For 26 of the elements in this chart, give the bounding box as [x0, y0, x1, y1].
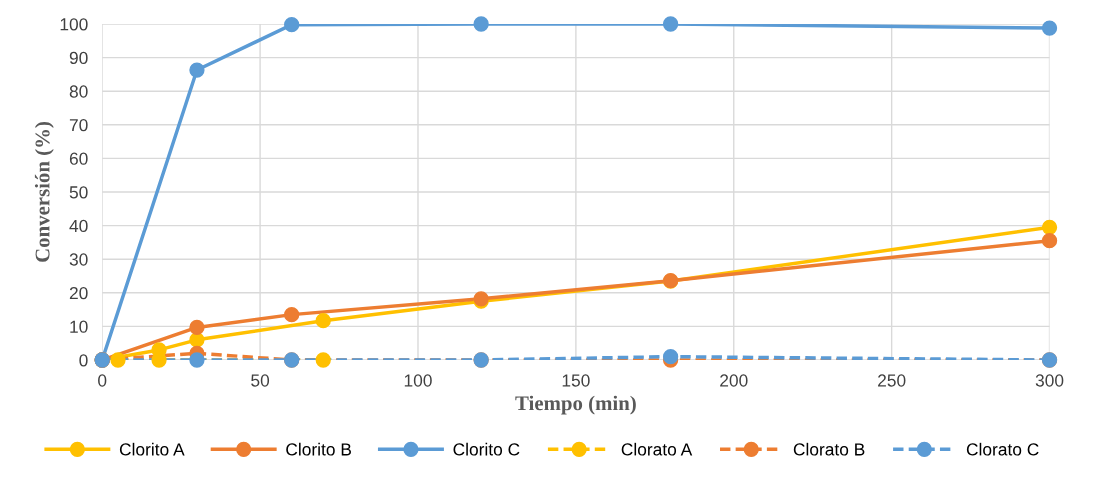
x-axis-title: Tiempo (min)	[515, 395, 636, 415]
x-tick-label: 150	[562, 374, 590, 387]
x-tick-label: 0	[98, 374, 107, 387]
x-tick-label: 200	[720, 374, 748, 387]
y-tick-label: 100	[60, 18, 88, 31]
y-tick-label: 50	[69, 186, 88, 199]
y-tick-label: 30	[69, 253, 88, 266]
legend-label: Clorato C	[966, 442, 1039, 456]
legend-label: Clorito A	[119, 442, 185, 456]
x-tick-label: 300	[1035, 374, 1064, 387]
legend-label: Clorito C	[453, 442, 520, 456]
x-tick-label: 50	[251, 374, 270, 387]
y-tick-label: 80	[69, 85, 88, 98]
y-tick-label: 40	[69, 219, 88, 233]
x-tick-label: 100	[404, 374, 432, 387]
y-tick-label: 60	[69, 152, 88, 165]
legend-label: Clorito B	[286, 442, 351, 456]
y-axis-title: Conversión (%)	[34, 122, 54, 262]
x-tick-label: 250	[878, 374, 906, 387]
legend-label: Clorato A	[621, 442, 693, 456]
y-tick-label: 20	[69, 286, 88, 300]
y-tick-label: 0	[79, 354, 88, 367]
legend-label: Clorato B	[793, 442, 865, 456]
y-tick-label: 90	[69, 51, 88, 65]
y-tick-label: 10	[70, 320, 88, 333]
y-tick-label: 70	[69, 118, 88, 132]
